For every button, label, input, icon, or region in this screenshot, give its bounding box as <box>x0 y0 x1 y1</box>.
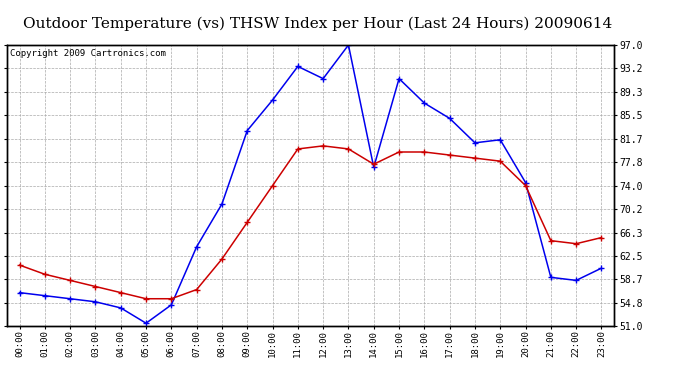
Text: Outdoor Temperature (vs) THSW Index per Hour (Last 24 Hours) 20090614: Outdoor Temperature (vs) THSW Index per … <box>23 17 612 31</box>
Text: Copyright 2009 Cartronics.com: Copyright 2009 Cartronics.com <box>10 49 166 58</box>
